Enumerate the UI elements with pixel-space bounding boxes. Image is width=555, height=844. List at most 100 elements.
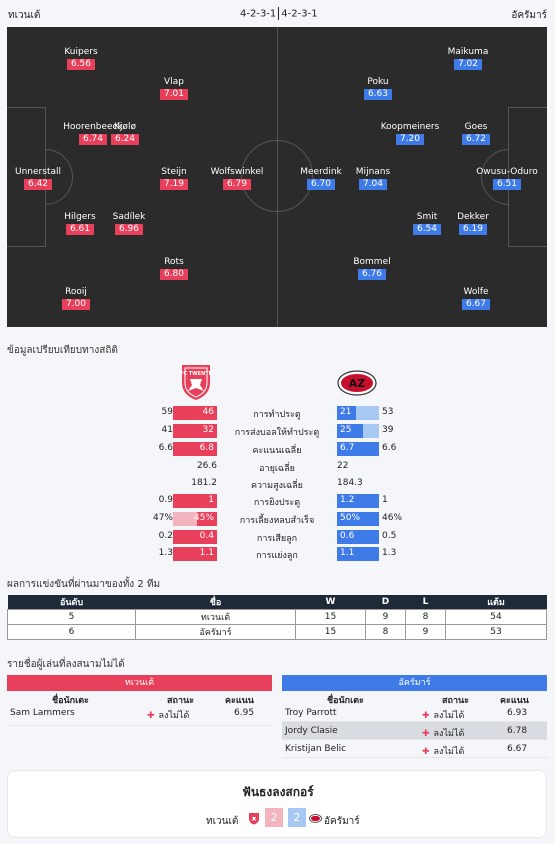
player-away[interactable]: Goes 6.72 (441, 122, 511, 145)
away-badge-text: AZ (349, 377, 366, 390)
player-name: Meerdink (300, 167, 342, 177)
player-rating: 6.42 (23, 179, 53, 190)
away-total: 53 (382, 407, 394, 417)
player-rating: 6.63 (363, 89, 393, 100)
player-home[interactable]: Kjølø 6.24 (90, 122, 160, 145)
away-bar: 6.7 (337, 442, 379, 456)
cross-icon: ✚ (422, 729, 430, 739)
player-name: Steijn (161, 167, 187, 177)
list-item: Sam Lammers ✚ ลงไม่ได้ 6.95 (7, 704, 272, 726)
player-rating: 7.19 (159, 179, 189, 190)
player-name: Bommel (353, 257, 391, 267)
player-away[interactable]: Owusu-Oduro 6.51 (472, 167, 542, 190)
standings-title: ผลการแข่งขันที่ผ่านมาของทั้ง 2 ทีม (7, 579, 161, 590)
away-total: 39 (382, 425, 394, 435)
player-away[interactable]: Mijnans 7.04 (338, 167, 408, 190)
player-home[interactable]: Rooij 7.00 (41, 287, 111, 310)
player-away[interactable]: Meerdink 6.70 (286, 167, 356, 190)
player-name: Maikuma (447, 47, 489, 57)
prediction-home-team: ทเวนเต้ (206, 816, 239, 827)
player-rating: 6.72 (461, 134, 491, 145)
home-bar: 45% (173, 512, 217, 526)
rating: 6.93 (507, 708, 528, 718)
injuries-columns: ชื่อนักเตะ สถานะ คะแนน (282, 691, 547, 706)
rating: 6.67 (507, 744, 528, 754)
prediction-title: ฟันธงลงสกอร์ (242, 785, 314, 799)
player-name: Kjølø (114, 122, 136, 132)
player-rating: 6.70 (306, 179, 336, 190)
player-home[interactable]: Rots 6.80 (139, 257, 209, 280)
list-item: Kristijan Belic ✚ ลงไม่ได้ 6.67 (282, 740, 547, 758)
away-total: 46% (382, 513, 403, 523)
home-total: 41 (161, 425, 173, 435)
player-rating: 6.54 (412, 224, 442, 235)
stat-label: การส่งบอลให้ทำประตู (234, 428, 320, 438)
stat-label: อายุเฉลี่ย (259, 464, 295, 474)
home-bar: 1 (173, 494, 217, 508)
stat-label: คะแนนเฉลี่ย (252, 446, 302, 456)
player-name: Vlap (164, 77, 184, 87)
col-l: L (405, 595, 446, 610)
player-away[interactable]: Dekker 6.19 (438, 212, 508, 235)
player-name: Hilgers (64, 212, 96, 222)
col-team: ชื่อ (135, 595, 296, 610)
player-name: Poku (367, 77, 389, 87)
player-name: Kuipers (64, 47, 98, 57)
home-bar: 6.8 (173, 442, 217, 456)
player-home[interactable]: Hilgers 6.61 (45, 212, 115, 235)
player-rating: 6.79 (222, 179, 252, 190)
away-injuries: อัครัมาร์ ชื่อนักเตะ สถานะ คะแนน Troy Pa… (282, 675, 547, 758)
player-name: Kristijan Belic (285, 744, 347, 754)
player-away[interactable]: Poku 6.63 (343, 77, 413, 100)
player-home[interactable]: Vlap 7.01 (139, 77, 209, 100)
home-injuries: ทเวนเต้ ชื่อนักเตะ สถานะ คะแนน Sam Lamme… (7, 675, 272, 726)
stat-row: 6.6 6.8 คะแนนเฉลี่ย 6.7 6.6 (0, 442, 555, 456)
player-home[interactable]: Unnerstall 6.42 (7, 167, 73, 190)
away-total: 1 (382, 495, 388, 505)
home-bar: 0.4 (173, 530, 217, 544)
pitch: Kuipers 6.56 Vlap 7.01 Hoorenbeeck 6.74 Kjø… (7, 27, 547, 327)
player-name: Sadílek (112, 212, 146, 222)
player-name: Dekker (457, 212, 489, 222)
stat-label: การยิงประตู (253, 498, 301, 508)
away-bar-fill (337, 442, 379, 456)
player-away[interactable]: Koopmeiners 7.20 (375, 122, 445, 145)
player-home[interactable]: Hoorenbeeck 6.74 (58, 122, 128, 145)
player-name: Owusu-Oduro (476, 167, 538, 177)
compare-title: ข้อมูลเปรียบเทียบทางสถิติ (7, 345, 118, 356)
away-score: 2 (288, 808, 306, 827)
player-home[interactable]: Kuipers 6.56 (46, 47, 116, 70)
home-formation: 4-2-3-1 (240, 8, 277, 20)
player-away[interactable]: Maikuma 7.02 (433, 47, 503, 70)
status-text: ลงไม่ได้ (433, 729, 465, 739)
away-average: 25 (340, 425, 352, 435)
col-name: ชื่อนักเตะ (52, 696, 89, 706)
player-away[interactable]: Smit 6.54 (392, 212, 462, 235)
player-name: Hoorenbeeck (63, 122, 123, 132)
cell: 8 (365, 624, 406, 640)
player-away[interactable]: Wolfe 6.67 (441, 287, 511, 310)
stat-row: 1.3 1.1 การแย่งลูก 1.1 1.3 (0, 547, 555, 561)
player-home[interactable]: Steijn 7.19 (139, 167, 209, 190)
cell: 9 (365, 609, 406, 625)
away-bar-fill (337, 512, 379, 526)
status: ✚ ลงไม่ได้ (422, 726, 464, 740)
home-total: 59 (161, 407, 173, 417)
col-status: สถานะ (442, 696, 469, 706)
home-bar-fill (173, 494, 217, 508)
away-bar-fill (337, 424, 364, 438)
player-rating: 6.74 (78, 134, 108, 145)
player-home[interactable]: Wolfswinkel 6.79 (202, 167, 272, 190)
away-badge-icon (309, 814, 322, 823)
lineup-header: ทเวนเต้ 4-2-3-1 4-2-3-1 อัครัมาร์ (0, 0, 555, 27)
away-bar: 0.6 (337, 530, 379, 544)
player-home[interactable]: Sadílek 6.96 (94, 212, 164, 235)
player-away[interactable]: Bommel 6.76 (337, 257, 407, 280)
home-average: 1 (208, 495, 214, 505)
home-bar-fill (173, 530, 217, 544)
player-rating: 7.02 (453, 59, 483, 70)
injuries-columns: ชื่อนักเตะ สถานะ คะแนน (7, 691, 272, 706)
away-team-badge: AZ (337, 370, 377, 396)
away-average: 1.1 (340, 548, 355, 558)
